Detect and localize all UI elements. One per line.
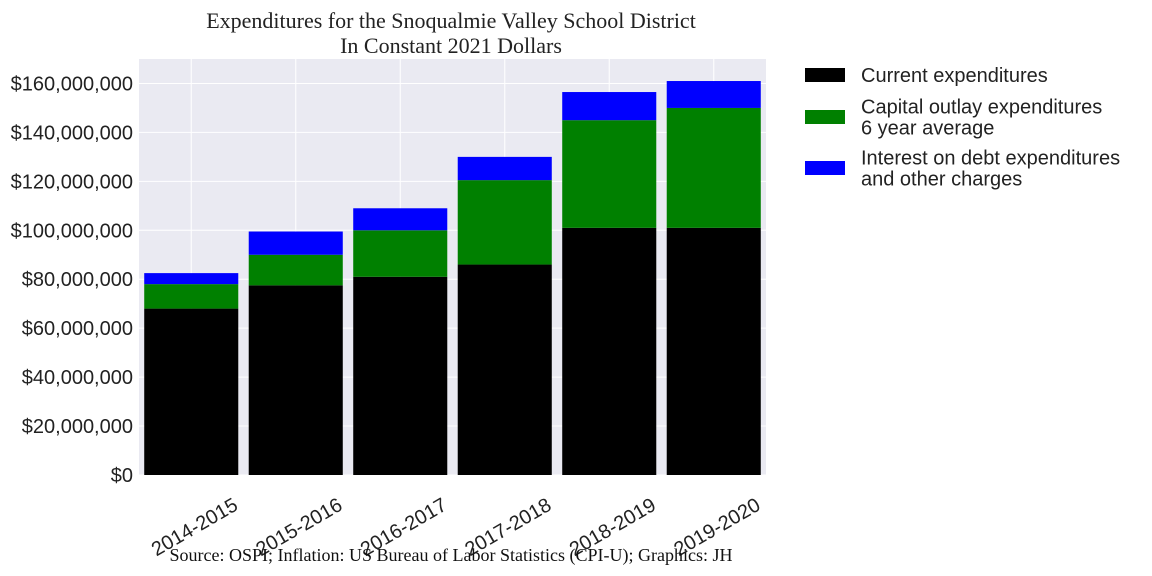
bar-interest-on-debt-2019-2020 <box>666 81 761 108</box>
bar-capital-outlay-2014-2015 <box>144 284 239 309</box>
bar-capital-outlay-2018-2019 <box>562 120 657 228</box>
bar-interest-on-debt-2018-2019 <box>562 92 657 121</box>
y-tick-label: $80,000,000 <box>22 269 133 291</box>
bar-current-2018-2019 <box>562 227 657 475</box>
plot-area <box>139 59 766 475</box>
bar-interest-on-debt-2016-2017 <box>353 208 448 231</box>
legend-label: Interest on debt expenditures and other c… <box>861 148 1120 191</box>
y-tick-label: $120,000,000 <box>11 171 133 193</box>
bar-current-2016-2017 <box>353 276 448 475</box>
bar-interest-on-debt-2014-2015 <box>144 273 239 285</box>
y-tick-label: $20,000,000 <box>22 416 133 438</box>
y-tick-label: $140,000,000 <box>11 122 133 144</box>
legend-swatch <box>805 68 845 82</box>
bar-capital-outlay-2016-2017 <box>353 230 448 277</box>
y-axis-ticks: $0 $20,000,000 $40,000,000 $60,000,000 $80,0… <box>11 73 133 487</box>
chart-title: Expenditures for the Snoqualmie Valley S… <box>206 8 696 33</box>
bar-current-2017-2018 <box>457 264 552 475</box>
chart-subtitle: In Constant 2021 Dollars <box>340 33 562 58</box>
bar-capital-outlay-2015-2016 <box>248 254 343 286</box>
legend-label: Current expenditures <box>861 65 1048 87</box>
source-note: Source: OSPI; Inflation: US Bureau of La… <box>170 545 733 566</box>
y-tick-label: $0 <box>111 465 133 487</box>
y-tick-label: $60,000,000 <box>22 318 133 340</box>
legend-label: Capital outlay expenditures 6 year averag… <box>861 97 1102 140</box>
legend-swatch <box>805 110 845 124</box>
bar-capital-outlay-2019-2020 <box>666 107 761 228</box>
y-tick-label: $160,000,000 <box>11 73 133 95</box>
bars <box>144 81 761 475</box>
bar-current-2014-2015 <box>144 308 239 475</box>
bar-current-2019-2020 <box>666 227 761 475</box>
bar-current-2015-2016 <box>248 285 343 475</box>
bar-interest-on-debt-2015-2016 <box>248 231 343 255</box>
legend-swatch <box>805 161 845 175</box>
bar-interest-on-debt-2017-2018 <box>457 156 552 181</box>
legend: Current expenditures Capital outlay expen… <box>805 65 1120 191</box>
bar-capital-outlay-2017-2018 <box>457 180 552 265</box>
y-tick-label: $100,000,000 <box>11 220 133 242</box>
y-tick-label: $40,000,000 <box>22 367 133 389</box>
